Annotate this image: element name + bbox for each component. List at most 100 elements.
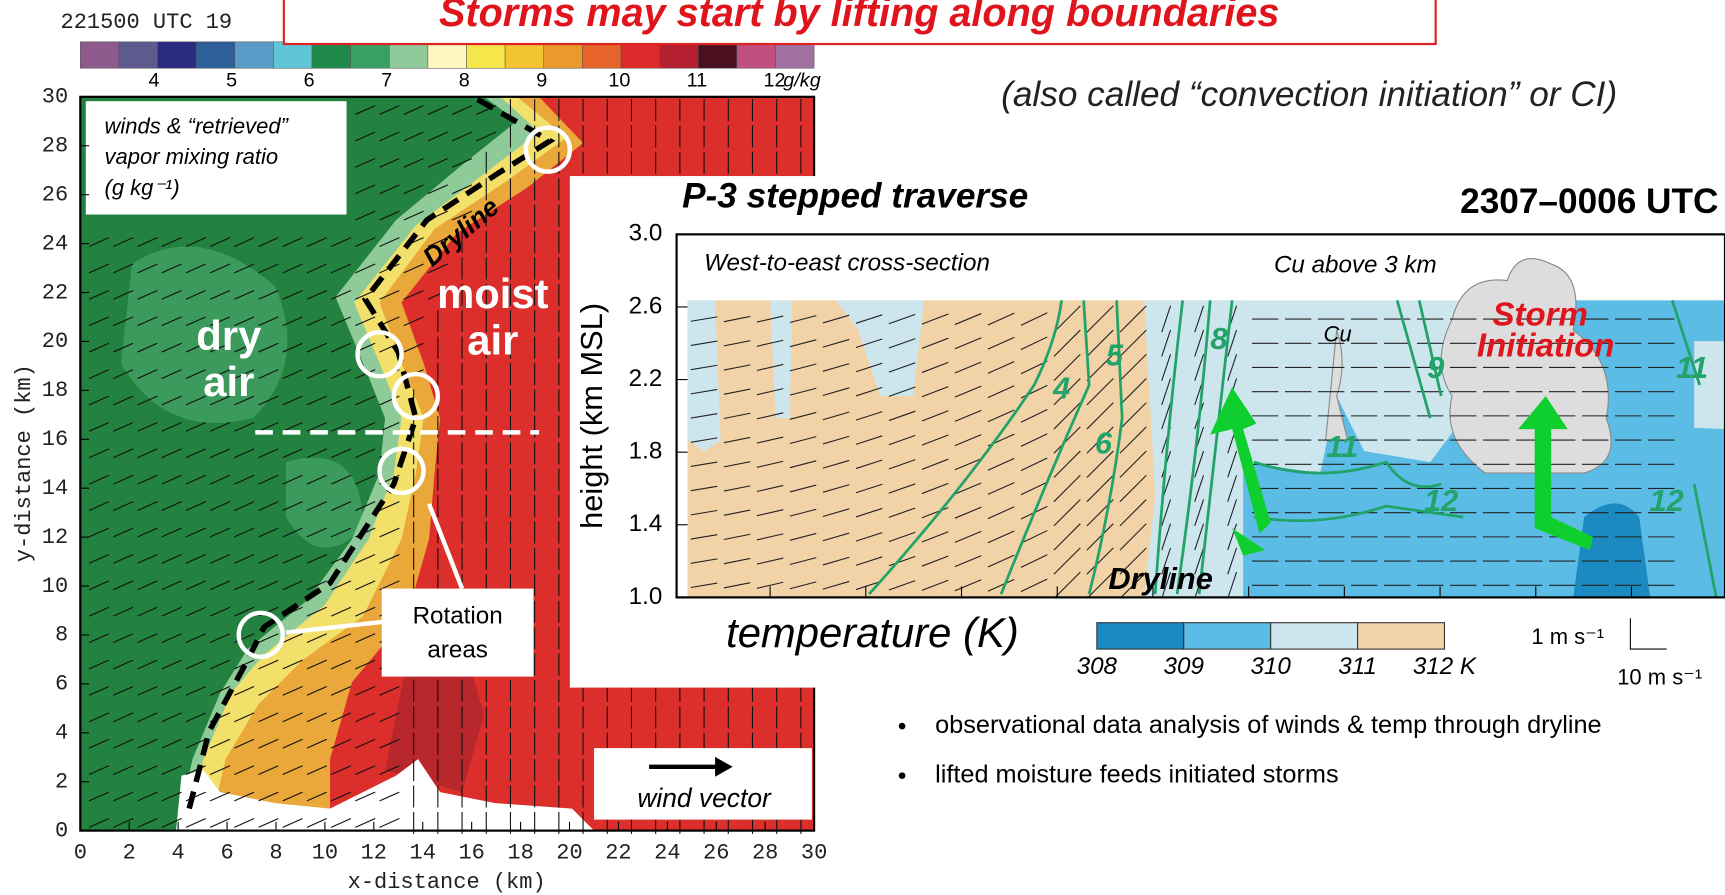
right-y-label: height (km MSL) (574, 303, 609, 529)
y-tick-label: 2 (55, 770, 68, 795)
legend-swatch (1097, 623, 1184, 649)
x-tick-label: 18 (507, 840, 533, 865)
colorbar-swatch (698, 42, 737, 68)
legend-line: winds & “retrieved” (105, 113, 290, 138)
bullet: lifted moisture feeds initiated storms (935, 760, 1339, 788)
contour-label: 9 (1427, 350, 1444, 385)
contour-label: 8 (1210, 321, 1228, 356)
colorbar-swatch (544, 42, 583, 68)
colorbar-label: 4 (149, 70, 160, 92)
x-tick-label: 8 (269, 840, 282, 865)
legend-title: temperature (K) (726, 609, 1019, 656)
colorbar-swatch (467, 42, 506, 68)
legend-line: vapor mixing ratio (105, 144, 279, 169)
colorbar-swatch (621, 42, 660, 68)
colorbar-swatch (351, 42, 390, 68)
y-tick-label: 20 (42, 329, 68, 354)
rotation-label: areas (427, 637, 488, 664)
legend-label: 311 (1338, 653, 1377, 680)
dry-label: dry (196, 312, 262, 359)
scale-horizontal: 10 m s⁻¹ (1617, 665, 1702, 690)
colorbar-swatch (312, 42, 351, 68)
x-tick-label: 4 (172, 840, 185, 865)
scale-vertical: 1 m s⁻¹ (1531, 624, 1604, 649)
contour-label: 12 (1650, 483, 1684, 518)
x-tick-label: 22 (605, 840, 631, 865)
moist-label: air (467, 316, 518, 363)
y-tick-label: 16 (42, 427, 68, 452)
y-tick-label: 24 (42, 231, 68, 256)
x-tick-label: 0 (74, 840, 87, 865)
x-tick-label: 16 (458, 840, 484, 865)
colorbar-label: 11 (687, 70, 708, 92)
slide: 456789101112g/kg 221500 UTC 19 x-distanc… (0, 0, 1725, 895)
right-y-tick-label: 2.6 (629, 292, 663, 319)
dry-label: air (203, 358, 254, 405)
colorbar-label: 8 (459, 70, 470, 92)
y-tick-label: 22 (42, 280, 68, 305)
colorbar-label: 12 (763, 70, 785, 92)
right-time: 2307–0006 UTC (1460, 182, 1718, 221)
right-y-tick-label: 1.8 (629, 438, 663, 465)
y-tick-label: 8 (55, 623, 68, 648)
y-label: y-distance (km) (12, 364, 37, 562)
page: {"title": "Storms may start by lifting a… (0, 0, 1725, 895)
moist-label: moist (437, 270, 549, 317)
y-tick-label: 30 (42, 85, 68, 110)
y-tick-label: 10 (42, 574, 68, 599)
right-y-tick-label: 1.4 (629, 510, 663, 537)
colorbar-label: 6 (304, 70, 315, 92)
x-label: x-distance (km) (348, 870, 546, 895)
rotation-label: Rotation (413, 603, 503, 630)
colorbar-swatch (158, 42, 197, 68)
title: Storms may start by lifting along bounda… (439, 0, 1279, 35)
y-tick-label: 12 (42, 525, 68, 550)
colorbar-swatch (196, 42, 235, 68)
contour-label: 12 (1424, 483, 1458, 518)
storm-label: Initiation (1477, 326, 1614, 363)
colorbar-swatch (273, 42, 312, 68)
bullet: observational data analysis of winds & t… (935, 711, 1602, 739)
y-tick-label: 0 (55, 818, 68, 843)
right-title: P-3 stepped traverse (682, 176, 1028, 215)
colorbar-label: 7 (381, 70, 392, 92)
colorbar-label: 9 (536, 70, 547, 92)
subtitle: (also called “convection initiation” or … (1001, 75, 1617, 114)
right-dryline-label: Dryline (1108, 561, 1212, 596)
colorbar-swatch (737, 42, 776, 68)
y-tick-label: 6 (55, 672, 68, 697)
left-time: 221500 UTC 19 (61, 10, 233, 35)
x-tick-label: 26 (703, 840, 729, 865)
bullet-dot (899, 772, 906, 779)
legend-label: 312 K (1413, 653, 1478, 680)
wind-vector-label: wind vector (637, 783, 772, 813)
legend-swatch (1358, 623, 1445, 649)
contour-label: 11 (1676, 350, 1708, 385)
contour-label: 11 (1326, 429, 1358, 464)
colorbar-swatch (428, 42, 467, 68)
colorbar-label: 10 (608, 70, 630, 92)
legend-label: 308 (1077, 653, 1118, 680)
contour-label: 5 (1106, 338, 1124, 373)
right-y-tick-label: 2.2 (629, 365, 663, 392)
cu-label: Cu (1323, 321, 1351, 346)
coldest-region (1573, 503, 1650, 597)
x-tick-label: 20 (556, 840, 582, 865)
colorbar-swatch (582, 42, 621, 68)
colorbar-swatch (505, 42, 544, 68)
x-tick-label: 14 (410, 840, 436, 865)
colorbar-swatch (235, 42, 274, 68)
y-tick-label: 18 (42, 378, 68, 403)
legend-line: (g kg⁻¹) (105, 175, 180, 200)
bullet-dot (899, 723, 906, 730)
legend-label: 309 (1164, 653, 1204, 680)
colorbar-swatch (119, 42, 158, 68)
y-tick-label: 26 (42, 182, 68, 207)
x-tick-label: 10 (312, 840, 338, 865)
x-tick-label: 28 (752, 840, 778, 865)
colorbar-unit: g/kg (783, 70, 820, 92)
right-y-tick-label: 3.0 (629, 220, 663, 247)
contour-label: 4 (1052, 371, 1070, 406)
cu-above-label: Cu above 3 km (1274, 252, 1437, 279)
